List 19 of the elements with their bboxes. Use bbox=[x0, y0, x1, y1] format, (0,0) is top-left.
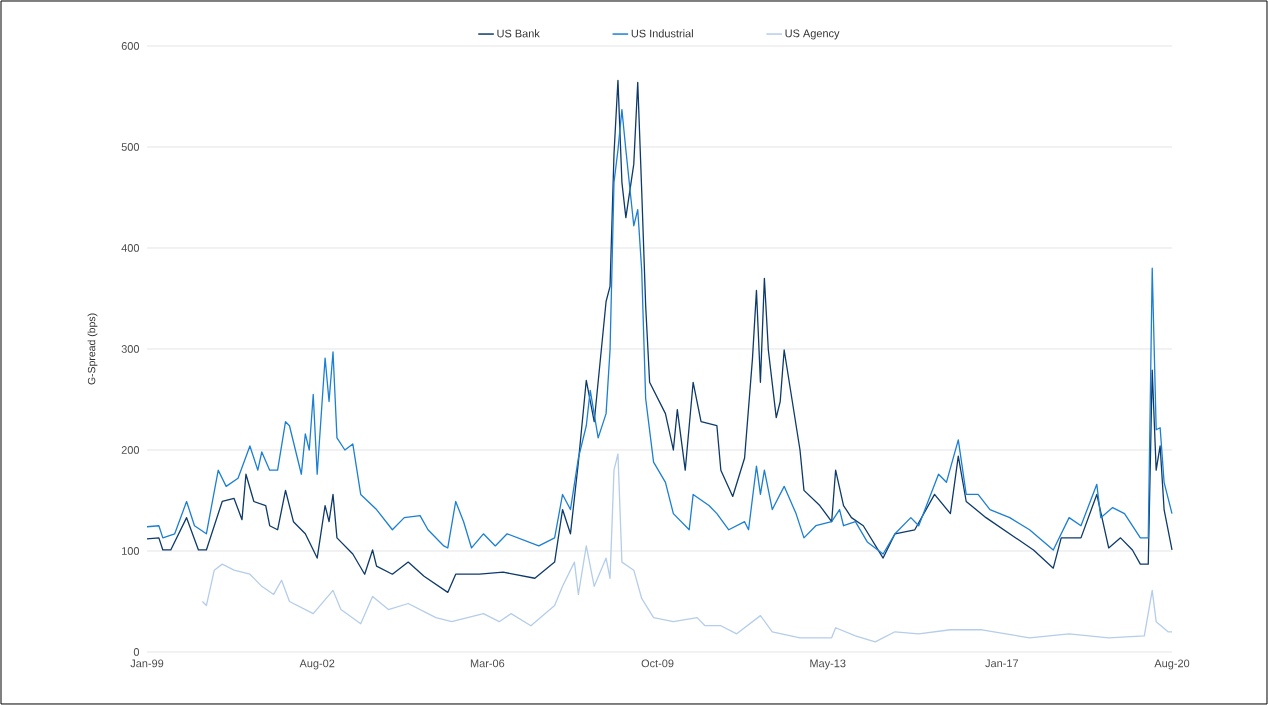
legend-label: US Bank bbox=[497, 29, 540, 38]
legend-label: US Agency bbox=[785, 29, 840, 40]
x-tick-label: Mar-06 bbox=[470, 659, 505, 668]
y-axis-title: G-Spread (bps) bbox=[87, 313, 98, 385]
y-tick-label: 100 bbox=[122, 547, 140, 555]
x-tick-label: Oct-09 bbox=[641, 659, 674, 668]
x-tick-label: Aug-02 bbox=[299, 659, 335, 670]
y-tick-label: 400 bbox=[121, 244, 140, 252]
x-tick-label: Aug-20 bbox=[1154, 659, 1190, 670]
y-tick-label: 0 bbox=[133, 648, 140, 656]
y-tick-label: 600 bbox=[121, 42, 140, 50]
x-tick-label: Jan-17 bbox=[985, 659, 1019, 668]
legend-label: US Industrial bbox=[631, 29, 693, 38]
x-tick-label: Jan-99 bbox=[130, 659, 164, 668]
x-tick-label: May-13 bbox=[810, 659, 846, 670]
line-series bbox=[201, 453, 1173, 643]
y-tick-label: 500 bbox=[121, 143, 140, 151]
y-tick-label: 300 bbox=[121, 345, 140, 353]
y-tick-label: 200 bbox=[121, 446, 140, 454]
